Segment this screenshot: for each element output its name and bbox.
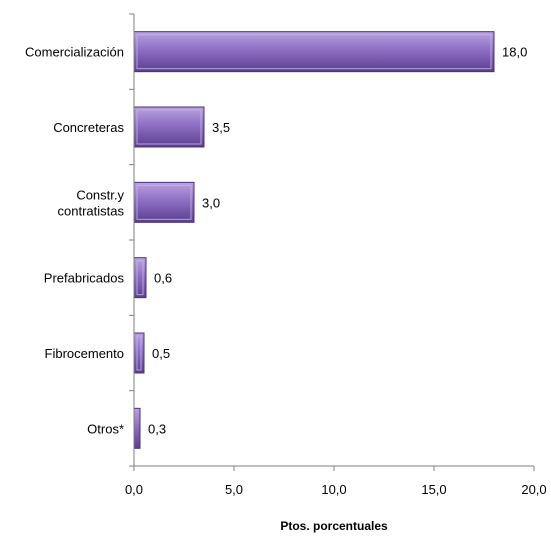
data-label-2: 3,0 xyxy=(202,195,220,210)
data-label-3: 0,6 xyxy=(154,271,172,286)
x-tick-label-3: 15,0 xyxy=(421,482,446,497)
data-label-5: 0,3 xyxy=(148,421,166,436)
bar-0 xyxy=(133,31,495,73)
x-tick-label-2: 10,0 xyxy=(321,482,346,497)
data-label-4: 0,5 xyxy=(152,346,170,361)
x-tick-label-1: 5,0 xyxy=(225,482,243,497)
bar-5 xyxy=(133,407,141,449)
bar-1 xyxy=(133,106,205,148)
category-label-2: Constr.y contratistas xyxy=(58,187,125,218)
bar-bevel-4 xyxy=(136,335,142,371)
category-label-3: Prefabricados xyxy=(44,271,125,286)
bar-3 xyxy=(133,257,147,299)
x-axis-title: Ptos. porcentuales xyxy=(280,519,388,533)
category-label-5: Otros* xyxy=(87,421,124,436)
bar-bevel-2 xyxy=(136,184,192,220)
bar-bevel-1 xyxy=(136,109,202,145)
bar-bevel-0 xyxy=(136,34,492,70)
data-label-0: 18,0 xyxy=(502,45,527,60)
bar-2 xyxy=(133,181,195,223)
x-tick-label-0: 0,0 xyxy=(125,482,143,497)
category-label-4: Fibrocemento xyxy=(45,346,124,361)
x-tick-label-4: 20,0 xyxy=(521,482,546,497)
category-label-1: Concreteras xyxy=(53,120,124,135)
bar-bevel-3 xyxy=(136,260,144,296)
bar-4 xyxy=(133,332,145,374)
category-label-0: Comercialización xyxy=(25,45,124,60)
data-label-1: 3,5 xyxy=(212,120,230,135)
